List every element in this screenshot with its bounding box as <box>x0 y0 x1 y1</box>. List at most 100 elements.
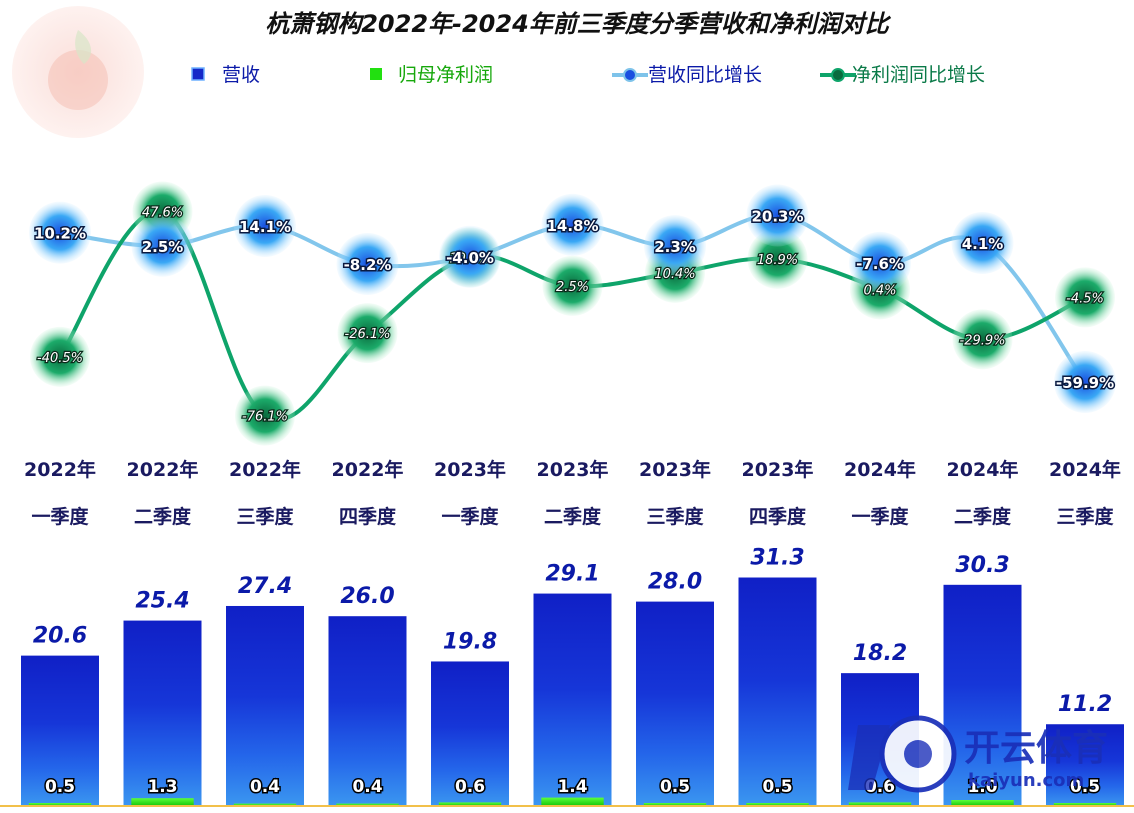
period-quarter-label: 二季度 <box>954 505 1012 528</box>
legend-label-net-profit: 归母净利润 <box>398 64 493 86</box>
net-profit-growth-label: -40.5% <box>37 351 83 366</box>
period-year-label: 2022年 <box>332 458 404 481</box>
revenue-growth-label: 4.1% <box>962 235 1004 253</box>
revenue-bar <box>328 616 407 806</box>
net-profit-value-label: 0.6 <box>455 777 485 797</box>
revenue-value-label: 28.0 <box>648 570 702 595</box>
net-profit-growth-label: 47.6% <box>142 205 183 220</box>
net-profit-value-label: 0.5 <box>45 777 75 797</box>
chart-title: 杭萧钢构2022年-2024年前三季度分季营收和净利润对比 <box>265 10 892 38</box>
period-year-label: 2024年 <box>947 458 1019 481</box>
net-profit-growth-label: 18.9% <box>757 253 798 268</box>
revenue-growth-label: 2.3% <box>654 238 696 256</box>
revenue-value-label: 26.0 <box>340 584 394 609</box>
revenue-growth-label: 2.5% <box>142 238 184 256</box>
revenue-value-label: 19.8 <box>443 629 497 654</box>
revenue-value-label: 20.6 <box>33 624 87 649</box>
revenue-growth-point <box>746 184 809 247</box>
revenue-bar <box>738 577 817 806</box>
period-quarter-label: 一季度 <box>31 505 89 528</box>
legend-item-revenue: 营收 <box>191 64 260 86</box>
net-profit-growth-point <box>542 255 603 316</box>
revenue-value-label: 18.2 <box>853 641 907 666</box>
watermark: 开云体育 kaiyun.com <box>848 715 1108 793</box>
revenue-bar <box>636 601 714 806</box>
bar-series: 20.6 25.4 27.4 26.0 19.8 29.1 28.0 31.3 18.2 30.3… <box>21 546 1124 806</box>
net-profit-bar <box>131 798 194 806</box>
net-profit-growth-label: 2.5% <box>556 280 589 295</box>
period-year-label: 2022年 <box>229 458 301 481</box>
net-profit-growth-label: 10.4% <box>654 267 695 282</box>
period-quarter-label: 四季度 <box>749 505 807 528</box>
logo-emblem <box>12 6 144 138</box>
revenue-growth-label: 14.8% <box>546 217 598 235</box>
net-profit-growth-label: -29.9% <box>960 333 1006 348</box>
period-quarter-label: 一季度 <box>441 505 499 528</box>
period-quarter-label: 一季度 <box>851 505 909 528</box>
net-profit-bar <box>28 803 92 806</box>
period-year-label: 2023年 <box>639 458 711 481</box>
revenue-growth-point <box>131 214 194 277</box>
revenue-growth-point <box>541 193 604 256</box>
net-profit-value-label: 0.4 <box>352 777 382 797</box>
revenue-growth-point <box>439 225 501 288</box>
net-profit-value-label: 1.3 <box>147 777 177 797</box>
revenue-growth-point <box>644 215 706 278</box>
revenue-bar <box>1046 724 1124 806</box>
revenue-value-label: 31.3 <box>750 546 804 571</box>
net-profit-bar <box>643 803 707 806</box>
net-profit-bar <box>746 803 809 806</box>
net-profit-growth-point <box>30 326 90 387</box>
net-profit-value-label: 0.5 <box>660 777 690 797</box>
net-profit-bar <box>541 797 604 806</box>
net-profit-growth-label: 0.4% <box>863 283 896 298</box>
period-year-label: 2024年 <box>844 458 916 481</box>
net-profit-growth-point <box>952 309 1013 370</box>
net-profit-value-label: 0.5 <box>1070 777 1100 797</box>
revenue-value-label: 25.4 <box>135 589 189 614</box>
revenue-growth-label: -8.2% <box>344 256 392 274</box>
period-year-label: 2022年 <box>24 458 96 481</box>
net-profit-growth-label: 19.8% <box>449 251 490 266</box>
period-year-label: 2022年 <box>127 458 199 481</box>
net-profit-growth-point <box>235 385 295 446</box>
legend-item-net-profit: 归母净利润 <box>370 64 493 86</box>
period-quarter-label: 三季度 <box>236 505 294 528</box>
legend-label-revenue-growth: 营收同比增长 <box>648 64 762 86</box>
revenue-growth-label: -7.6% <box>856 255 904 273</box>
period-quarter-label: 二季度 <box>134 505 192 528</box>
legend: 营收 归母净利润 营收同比增长 净利润同比增长 <box>191 64 985 86</box>
net-profit-growth-label: -76.1% <box>242 410 288 425</box>
revenue-bar <box>123 620 202 806</box>
net-profit-value-label: 1.0 <box>967 777 997 797</box>
revenue-bar <box>943 584 1022 806</box>
net-profit-value-label: 1.4 <box>557 777 587 797</box>
net-profit-bar <box>336 803 399 806</box>
net-profit-growth-point <box>747 228 808 289</box>
watermark-site: kaiyun.com <box>968 770 1084 791</box>
revenue-growth-point <box>336 232 399 295</box>
net-profit-growth-point <box>337 303 398 364</box>
revenue-growth-label: 20.3% <box>751 207 803 225</box>
net-profit-growth-label: -4.5% <box>1066 291 1104 306</box>
revenue-bar <box>533 593 612 806</box>
revenue-growth-point <box>234 195 296 258</box>
net-profit-bar <box>951 800 1014 806</box>
revenue-bar <box>226 605 304 806</box>
legend-label-net-profit-growth: 净利润同比增长 <box>852 64 985 86</box>
revenue-value-label: 29.1 <box>545 562 599 587</box>
revenue-bar <box>21 655 99 806</box>
period-quarter-label: 三季度 <box>1056 505 1114 528</box>
net-profit-growth-label: -26.1% <box>345 327 391 342</box>
net-profit-value-label: 0.4 <box>250 777 280 797</box>
revenue-bar <box>431 661 509 806</box>
revenue-growth-point <box>951 212 1014 275</box>
revenue-value-label: 30.3 <box>955 553 1009 578</box>
revenue-growth-point <box>1054 351 1116 413</box>
net-profit-bar <box>1053 803 1117 806</box>
period-year-label: 2023年 <box>537 458 609 481</box>
revenue-growth-label: -4.0% <box>446 249 494 267</box>
revenue-growth-label: 10.2% <box>34 225 86 243</box>
